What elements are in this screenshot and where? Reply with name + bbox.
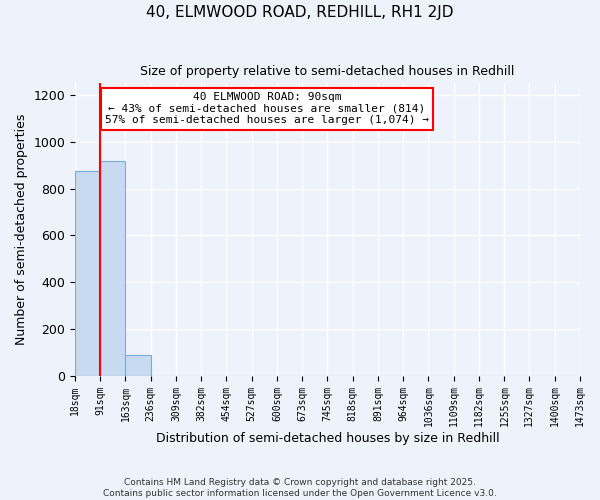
Text: 40, ELMWOOD ROAD, REDHILL, RH1 2JD: 40, ELMWOOD ROAD, REDHILL, RH1 2JD xyxy=(146,5,454,20)
Y-axis label: Number of semi-detached properties: Number of semi-detached properties xyxy=(15,114,28,345)
Bar xyxy=(100,162,125,376)
Title: Size of property relative to semi-detached houses in Redhill: Size of property relative to semi-detach… xyxy=(140,65,515,78)
Bar xyxy=(75,172,100,376)
Text: 40 ELMWOOD ROAD: 90sqm
← 43% of semi-detached houses are smaller (814)
57% of se: 40 ELMWOOD ROAD: 90sqm ← 43% of semi-det… xyxy=(105,92,429,126)
X-axis label: Distribution of semi-detached houses by size in Redhill: Distribution of semi-detached houses by … xyxy=(156,432,499,445)
Bar xyxy=(125,354,151,376)
Text: Contains HM Land Registry data © Crown copyright and database right 2025.
Contai: Contains HM Land Registry data © Crown c… xyxy=(103,478,497,498)
